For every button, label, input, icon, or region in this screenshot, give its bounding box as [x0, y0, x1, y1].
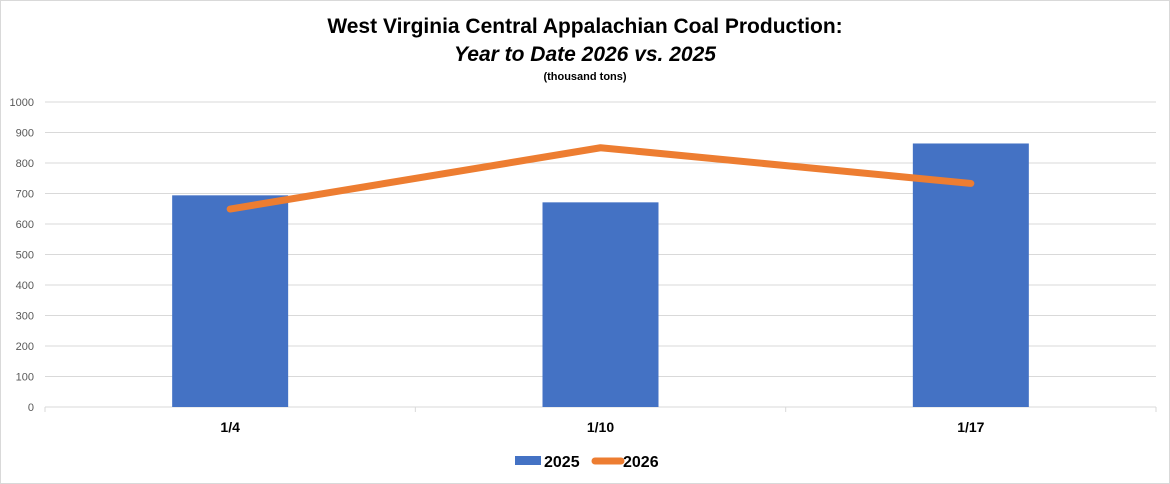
y-tick-label: 0 — [28, 402, 34, 414]
line-2026 — [226, 144, 975, 213]
y-tick-label: 500 — [16, 250, 34, 262]
legend-label-2026: 2026 — [623, 454, 659, 471]
y-tick-label: 300 — [16, 311, 34, 323]
x-tick-label: 1/17 — [957, 419, 984, 435]
y-tick-label: 100 — [16, 372, 34, 384]
unit-label: (thousand tons) — [543, 71, 627, 83]
bar-2025-1/17 — [912, 143, 1029, 408]
y-tick-label: 600 — [16, 219, 34, 231]
x-tick-label: 1/4 — [220, 419, 240, 435]
chart-subtitle: Year to Date 2026 vs. 2025 — [454, 43, 716, 66]
x-tick-label: 1/10 — [587, 419, 614, 435]
legend-label-2025: 2025 — [544, 454, 580, 471]
legend-swatch-2025 — [515, 456, 541, 465]
bar-2025-1/10 — [542, 202, 659, 407]
y-tick-label: 1000 — [10, 97, 34, 109]
y-tick-label: 400 — [16, 280, 34, 292]
y-tick-label: 800 — [16, 158, 34, 170]
y-tick-label: 700 — [16, 189, 34, 201]
y-tick-label: 900 — [16, 128, 34, 140]
bar-2025-1/4 — [172, 195, 289, 407]
chart-title: West Virginia Central Appalachian Coal P… — [327, 15, 843, 38]
y-tick-label: 200 — [16, 341, 34, 353]
